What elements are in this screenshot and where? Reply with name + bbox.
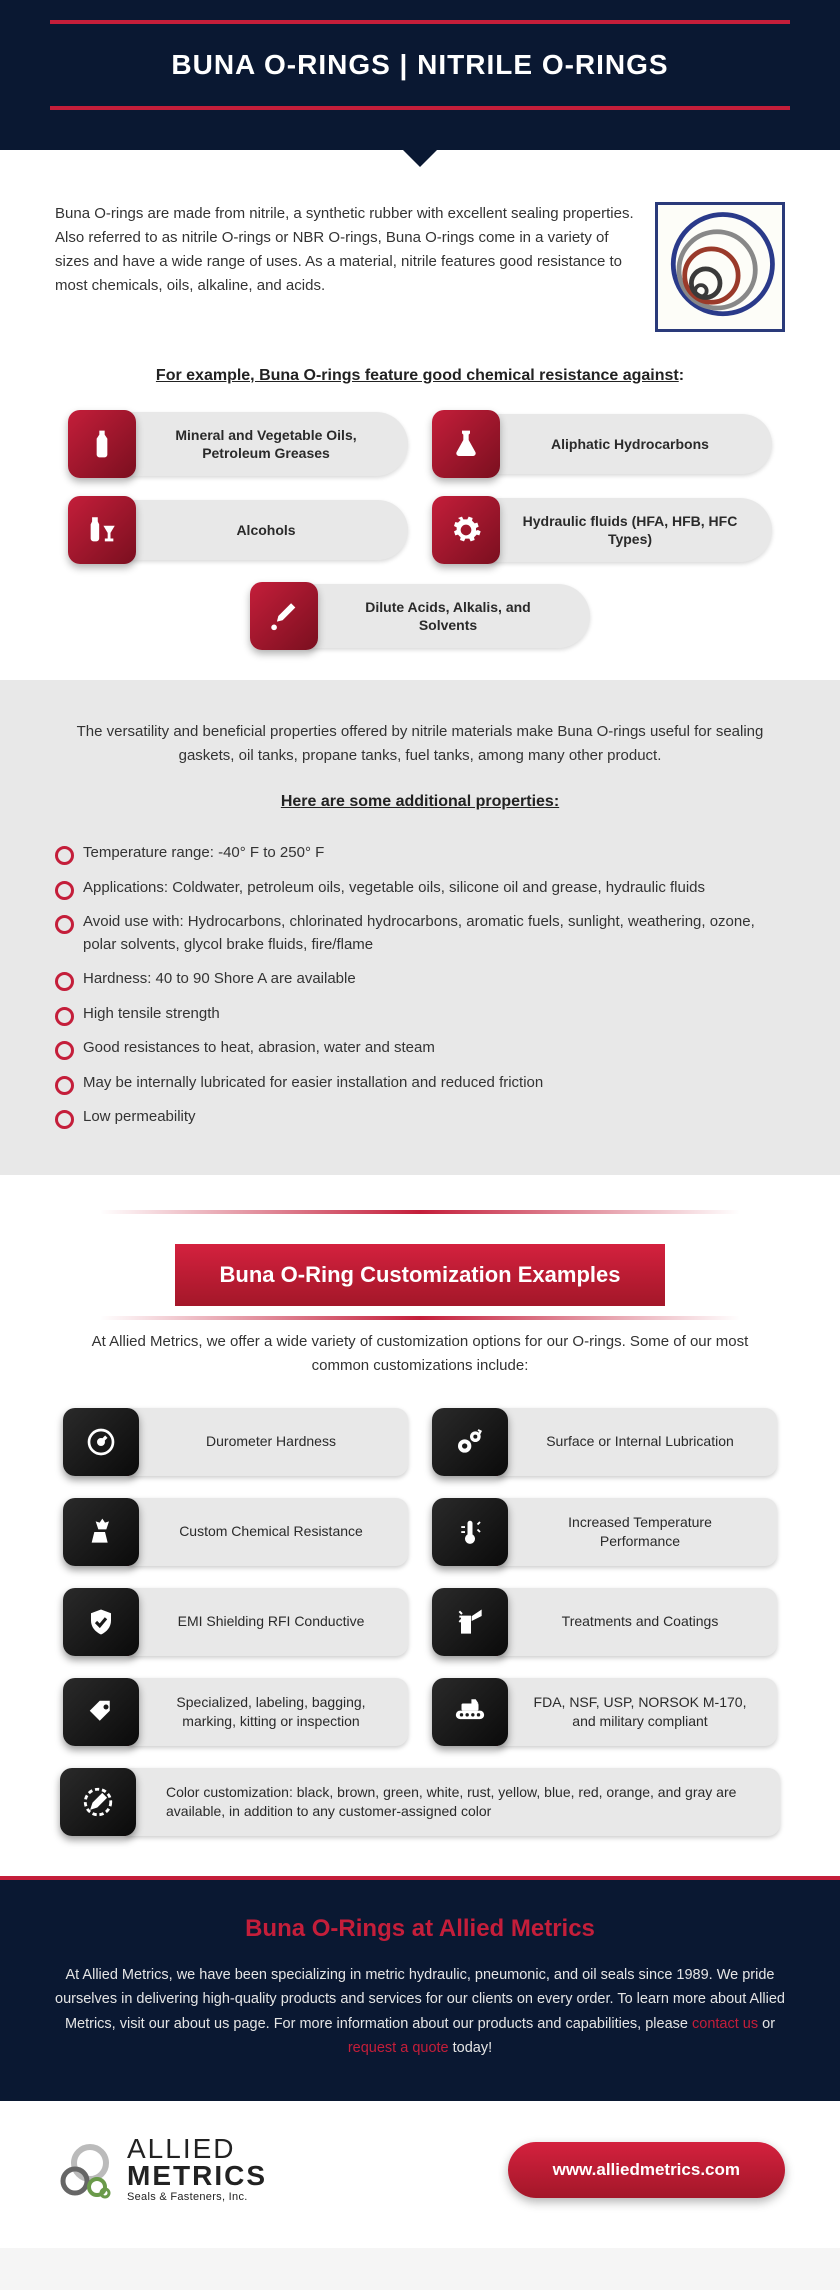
properties-intro: The versatility and beneficial propertie… xyxy=(55,720,785,768)
intro-section: Buna O-rings are made from nitrile, a sy… xyxy=(0,167,840,352)
intro-text: Buna O-rings are made from nitrile, a sy… xyxy=(55,202,635,332)
property-item: Applications: Coldwater, petroleum oils,… xyxy=(55,871,785,906)
resistance-item: Dilute Acids, Alkalis, and Solvents xyxy=(250,582,590,650)
customization-item: EMI Shielding RFI Conductive xyxy=(63,1588,408,1656)
logo-subtitle: Seals & Fasteners, Inc. xyxy=(127,2191,267,2203)
property-item: Temperature range: -40° F to 250° F xyxy=(55,836,785,871)
resistance-item: Mineral and Vegetable Oils, Petroleum Gr… xyxy=(68,410,408,478)
test-tube-icon xyxy=(250,582,318,650)
customization-label: Treatments and Coatings xyxy=(562,1612,719,1631)
customization-heading-wrap: Buna O-Ring Customization Examples xyxy=(0,1214,840,1316)
beaker-icon xyxy=(63,1498,139,1566)
resistance-label: Alcohols xyxy=(236,521,295,539)
thermometer-icon xyxy=(432,1498,508,1566)
property-item: Hardness: 40 to 90 Shore A are available xyxy=(55,962,785,997)
customization-label: EMI Shielding RFI Conductive xyxy=(178,1612,365,1631)
footer-text: At Allied Metrics, we have been speciali… xyxy=(55,1963,785,2062)
customization-item: FDA, NSF, USP, NORSOK M-170, and militar… xyxy=(432,1678,777,1746)
customization-label: Specialized, labeling, bagging, marking,… xyxy=(159,1693,383,1731)
resistance-item: Aliphatic Hydrocarbons xyxy=(432,410,772,478)
customization-label: Surface or Internal Lubrication xyxy=(546,1432,734,1451)
website-button[interactable]: www.alliedmetrics.com xyxy=(508,2142,785,2198)
spray-icon xyxy=(432,1588,508,1656)
tag-icon xyxy=(63,1678,139,1746)
logo-line2: METRICS xyxy=(127,2163,267,2190)
page-title: BUNA O-RINGS | NITRILE O-RINGS xyxy=(70,49,770,81)
customization-item: Surface or Internal Lubrication xyxy=(432,1408,777,1476)
customization-item: Specialized, labeling, bagging, marking,… xyxy=(63,1678,408,1746)
customization-intro: At Allied Metrics, we offer a wide varie… xyxy=(0,1320,840,1398)
footer-title: Buna O-Rings at Allied Metrics xyxy=(55,1915,785,1943)
resistance-item: Hydraulic fluids (HFA, HFB, HFC Types) xyxy=(432,496,772,564)
customization-grid: Durometer Hardness Surface or Internal L… xyxy=(0,1398,840,1876)
customization-item: Durometer Hardness xyxy=(63,1408,408,1476)
resistance-item: Alcohols xyxy=(68,496,408,564)
property-item: Avoid use with: Hydrocarbons, chlorinate… xyxy=(55,905,785,962)
properties-list: Temperature range: -40° F to 250° F Appl… xyxy=(55,836,785,1135)
header: BUNA O-RINGS | NITRILE O-RINGS xyxy=(0,0,840,150)
customization-label: FDA, NSF, USP, NORSOK M-170, and militar… xyxy=(528,1693,752,1731)
customization-label: Increased Temperature Performance xyxy=(528,1513,752,1551)
customization-title: Buna O-Ring Customization Examples xyxy=(175,1244,666,1306)
footer-bar: ALLIED METRICS Seals & Fasteners, Inc. w… xyxy=(0,2101,840,2248)
customization-label: Custom Chemical Resistance xyxy=(179,1522,363,1541)
divider-arrow-icon xyxy=(402,149,438,167)
quote-link[interactable]: request a quote xyxy=(348,2040,449,2056)
resistance-label: Dilute Acids, Alkalis, and Solvents xyxy=(336,598,560,634)
drinks-icon xyxy=(68,496,136,564)
properties-section: The versatility and beneficial propertie… xyxy=(0,680,840,1175)
property-item: High tensile strength xyxy=(55,997,785,1032)
logo-rings-icon xyxy=(55,2143,115,2203)
customization-item: Increased Temperature Performance xyxy=(432,1498,777,1566)
resistance-label: Mineral and Vegetable Oils, Petroleum Gr… xyxy=(154,426,378,462)
contact-link[interactable]: contact us xyxy=(692,2016,758,2032)
gears-icon xyxy=(432,1408,508,1476)
gauge-icon xyxy=(63,1408,139,1476)
logo-line1: ALLIED xyxy=(127,2136,267,2163)
customization-item: Treatments and Coatings xyxy=(432,1588,777,1656)
customization-label: Durometer Hardness xyxy=(206,1432,336,1451)
gear-icon xyxy=(432,496,500,564)
resistance-label: Aliphatic Hydrocarbons xyxy=(551,435,709,453)
resistance-grid: Mineral and Vegetable Oils, Petroleum Gr… xyxy=(0,395,840,680)
property-item: Good resistances to heat, abrasion, wate… xyxy=(55,1031,785,1066)
tank-icon xyxy=(432,1678,508,1746)
customization-label: Color customization: black, brown, green… xyxy=(156,1783,755,1821)
properties-subtitle: Here are some additional properties: xyxy=(55,793,785,811)
dropper-icon xyxy=(60,1768,136,1836)
resistance-subtitle: For example, Buna O-rings feature good c… xyxy=(55,367,785,385)
customization-item: Custom Chemical Resistance xyxy=(63,1498,408,1566)
flask-icon xyxy=(432,410,500,478)
property-item: May be internally lubricated for easier … xyxy=(55,1066,785,1101)
property-item: Low permeability xyxy=(55,1100,785,1135)
resistance-label: Hydraulic fluids (HFA, HFB, HFC Types) xyxy=(518,512,742,548)
bottle-icon xyxy=(68,410,136,478)
oring-image xyxy=(655,202,785,332)
logo: ALLIED METRICS Seals & Fasteners, Inc. xyxy=(55,2136,267,2203)
shield-check-icon xyxy=(63,1588,139,1656)
customization-item: Color customization: black, brown, green… xyxy=(60,1768,780,1836)
footer-section: Buna O-Rings at Allied Metrics At Allied… xyxy=(0,1876,840,2102)
